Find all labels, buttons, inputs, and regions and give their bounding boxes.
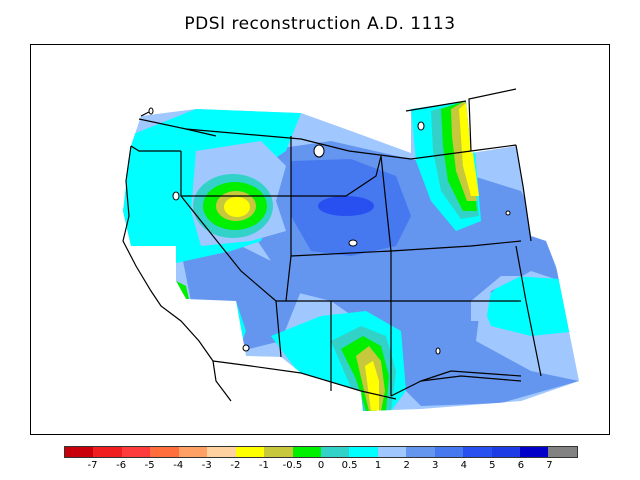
pdsi-field xyxy=(123,101,579,411)
colorbar-tick-label: 7 xyxy=(546,460,553,471)
colorbar-tick-label: -2 xyxy=(230,460,241,471)
nevada-california-line xyxy=(180,151,277,302)
field-dry-core-minus2 xyxy=(224,197,250,217)
colorbar-swatch xyxy=(207,447,236,457)
small-lake-1 xyxy=(417,121,425,131)
colorbar-swatch xyxy=(349,447,378,457)
small-lake-4 xyxy=(148,107,154,115)
colorbar-tick-label: 0.5 xyxy=(341,460,358,471)
colorbar-swatch xyxy=(434,447,464,457)
colorbar-swatch xyxy=(520,447,549,457)
colorbar-swatch xyxy=(65,447,94,457)
small-lake-2 xyxy=(435,347,441,355)
colorbar-swatch xyxy=(548,447,577,457)
colorbar-tick-label: -3 xyxy=(201,460,212,471)
oregon-nevada-line xyxy=(130,145,181,152)
colorbar-swatch xyxy=(235,447,265,457)
yellowstone-lake xyxy=(348,239,358,247)
colorbar-swatch xyxy=(264,447,293,457)
field-em-yellow xyxy=(459,103,479,196)
mask-mexico xyxy=(31,356,363,434)
colorbar-swatch xyxy=(178,447,208,457)
dakota-minnesota xyxy=(515,144,532,242)
pdsi-map xyxy=(31,45,579,434)
field-class-4-5 xyxy=(318,196,374,216)
texas-line xyxy=(390,375,522,397)
colorbar-tick-label: -0.5 xyxy=(282,460,303,471)
field-class-1-nw-top xyxy=(201,109,291,136)
colorbar-swatch xyxy=(292,447,321,457)
boundaries xyxy=(122,88,542,402)
utah-colorado xyxy=(275,255,292,358)
mexico-border xyxy=(212,360,397,400)
small-lake-3 xyxy=(505,210,511,216)
oklahoma-line xyxy=(420,370,522,382)
colorbar-swatch xyxy=(463,447,492,457)
colorbar-swatch xyxy=(377,447,407,457)
field-class-1-2-east xyxy=(471,276,521,321)
field-az-core-minus2 xyxy=(365,361,379,411)
montana-wyoming-line xyxy=(291,155,382,197)
colorbar-swatch xyxy=(93,447,122,457)
colorbar-tick-label: -7 xyxy=(87,460,98,471)
canada-line-ontario xyxy=(405,100,467,112)
colorbar xyxy=(64,446,578,458)
colorbar-swatch xyxy=(121,447,151,457)
colorbar-tick-label: 2 xyxy=(403,460,410,471)
colorbar-swatch xyxy=(491,447,520,457)
mask-pacific xyxy=(31,45,246,356)
canada-line-manitoba xyxy=(468,88,517,152)
colorbar-labels: -7 -6 -5 -4 -3 -2 -1 -0.5 0 0.5 1 2 3 4 5 6 7 xyxy=(64,460,578,474)
california-west xyxy=(122,145,214,362)
colorbar-tick-label: 5 xyxy=(489,460,496,471)
colorbar-swatch xyxy=(320,447,350,457)
kansas-missouri xyxy=(515,245,542,377)
canada-line-north xyxy=(185,128,217,137)
colorbar-tick-label: -4 xyxy=(173,460,184,471)
lake-tahoe xyxy=(172,191,180,201)
field-class-1-east xyxy=(481,276,579,336)
colorbar-tick-label: 1 xyxy=(374,460,382,471)
page-title: PDSI reconstruction A.D. 1113 xyxy=(184,14,456,34)
colorbar-tick-label: 3 xyxy=(432,460,439,471)
colorbar-swatch xyxy=(406,447,435,457)
colorbar-tick-label: 6 xyxy=(517,460,525,471)
field-class-2-3-west xyxy=(181,241,301,351)
map-frame xyxy=(30,44,610,435)
colorbar-tick-label: 0 xyxy=(317,460,325,471)
nebraska-kansas xyxy=(390,240,522,252)
colorbar-tick-label: 4 xyxy=(460,460,467,471)
colorbar-tick-label: -6 xyxy=(116,460,127,471)
baja-line xyxy=(212,360,232,402)
dakotas-line xyxy=(380,155,392,252)
lakes xyxy=(148,107,511,355)
colorbar-tick-label: -5 xyxy=(144,460,155,471)
colorbar-tick-label: -1 xyxy=(258,460,269,471)
great-salt-lake xyxy=(313,144,325,158)
salton-sea xyxy=(242,344,250,352)
colorbar-swatch xyxy=(150,447,179,457)
